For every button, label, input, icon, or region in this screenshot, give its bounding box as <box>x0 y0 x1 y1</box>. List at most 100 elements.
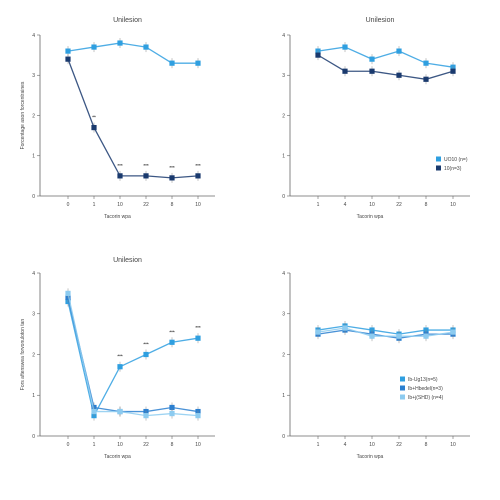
x-axis-label: Tacorin wpa <box>357 454 384 460</box>
data-point <box>65 48 71 54</box>
data-point <box>91 408 97 415</box>
y-tick-label: 1 <box>282 154 285 160</box>
x-tick-label: 10 <box>450 202 456 208</box>
legend-label: Ib-Ug13(n=5) <box>408 377 438 383</box>
data-point <box>169 339 175 345</box>
y-tick-label: 3 <box>32 73 35 79</box>
x-tick-label: 10 <box>117 202 123 208</box>
y-tick-label: 1 <box>282 393 285 399</box>
legend-label: Ib+j(SHD) (n=4) <box>408 395 444 401</box>
significance-label: *** <box>195 325 201 330</box>
legend-swatch <box>400 376 405 382</box>
y-tick-label: 2 <box>32 352 35 358</box>
data-point <box>396 48 402 54</box>
y-tick-label: 0 <box>282 194 285 200</box>
data-point <box>423 60 429 66</box>
significance-label: *** <box>143 163 149 168</box>
series-line-2 <box>67 58 199 179</box>
series-line-1 <box>317 325 453 335</box>
data-point <box>369 333 375 339</box>
x-tick-label: 10 <box>117 442 123 448</box>
x-tick-label: 22 <box>396 442 402 448</box>
data-point <box>342 325 348 331</box>
data-point <box>195 413 201 419</box>
y-tick-label: 3 <box>282 73 285 79</box>
x-tick-label: 22 <box>143 202 149 208</box>
chart-panel-4: 0 1 2 3 4 1 4 10 22 8 10 Tacorin wpa Ib-Ug13(n=5) Ib+… <box>282 271 470 460</box>
data-point <box>65 290 71 296</box>
panel-title: Unilesion <box>366 17 395 24</box>
x-tick-label: 22 <box>143 442 149 448</box>
data-point <box>169 404 175 411</box>
significance-label: *** <box>169 329 175 334</box>
y-axis-label: Forcentage ason forcentraines <box>20 81 26 149</box>
legend: UO10 (n=) 10(n=3) <box>436 156 468 172</box>
data-point <box>423 76 429 82</box>
significance-label: *** <box>143 342 149 347</box>
data-point <box>169 410 175 417</box>
legend-label: UO10 (n=) <box>444 157 468 163</box>
legend-label: 10(n=3) <box>444 166 462 172</box>
data-point <box>315 329 321 335</box>
y-tick-label: 1 <box>32 154 35 160</box>
data-point <box>143 413 149 419</box>
panel-title: Unilesion <box>113 17 142 24</box>
data-point <box>169 60 175 66</box>
data-point <box>195 60 201 66</box>
data-point <box>117 364 123 370</box>
legend-swatch <box>400 394 405 400</box>
legend-label: Ib+Hbedel(n=3) <box>408 386 443 392</box>
data-point <box>91 44 97 50</box>
legend-swatch <box>436 165 441 171</box>
significance-label: *** <box>117 163 123 168</box>
y-tick-label: 2 <box>282 352 285 358</box>
x-tick-label: 1 <box>317 202 320 208</box>
data-point <box>143 173 149 179</box>
x-tick-label: 1 <box>317 442 320 448</box>
data-point <box>450 68 456 74</box>
x-tick-label: 4 <box>344 442 347 448</box>
y-tick-label: 4 <box>32 271 35 277</box>
series-line-3 <box>317 327 454 337</box>
x-tick-label: 8 <box>171 202 174 208</box>
data-point <box>195 173 201 179</box>
y-tick-label: 3 <box>282 312 285 318</box>
series-line-3 <box>67 293 199 417</box>
y-tick-label: 4 <box>282 271 285 277</box>
significance-label: *** <box>169 165 175 170</box>
x-tick-label: 22 <box>396 202 402 208</box>
y-tick-label: 3 <box>32 312 35 318</box>
x-axis-label: Tacorin wpa <box>104 454 131 460</box>
legend-swatch <box>400 385 405 391</box>
x-tick-label: 8 <box>425 202 428 208</box>
x-axis-label: Tacorin wpa <box>104 214 131 220</box>
x-tick-label: 10 <box>195 202 201 208</box>
y-axis-label: Fors aftenswea forvonuloton tan <box>20 319 26 391</box>
x-tick-label: 10 <box>195 442 201 448</box>
data-point <box>369 68 375 74</box>
x-tick-label: 4 <box>344 202 347 208</box>
data-point <box>143 351 149 358</box>
legend-swatch <box>436 156 441 162</box>
x-tick-label: 10 <box>369 442 375 448</box>
x-tick-label: 1 <box>93 202 96 208</box>
x-tick-label: 8 <box>425 442 428 448</box>
significance-label: *** <box>117 354 123 359</box>
series-line-2 <box>317 329 453 339</box>
data-point <box>169 175 175 181</box>
data-point <box>342 68 348 74</box>
data-point <box>195 335 201 341</box>
significance-label: *** <box>195 163 201 168</box>
y-tick-label: 2 <box>282 113 285 119</box>
y-tick-label: 0 <box>32 434 35 440</box>
y-tick-label: 0 <box>32 194 35 200</box>
y-tick-label: 2 <box>32 113 35 119</box>
series-line-1 <box>67 42 198 64</box>
data-point <box>369 56 375 62</box>
y-tick-label: 0 <box>282 434 285 440</box>
legend: Ib-Ug13(n=5) Ib+Hbedel(n=3) Ib+j(SHD) (n=4… <box>400 376 444 401</box>
y-tick-label: 4 <box>282 33 285 39</box>
data-point <box>65 56 71 62</box>
x-tick-label: 8 <box>171 442 174 448</box>
x-tick-label: 10 <box>450 442 456 448</box>
